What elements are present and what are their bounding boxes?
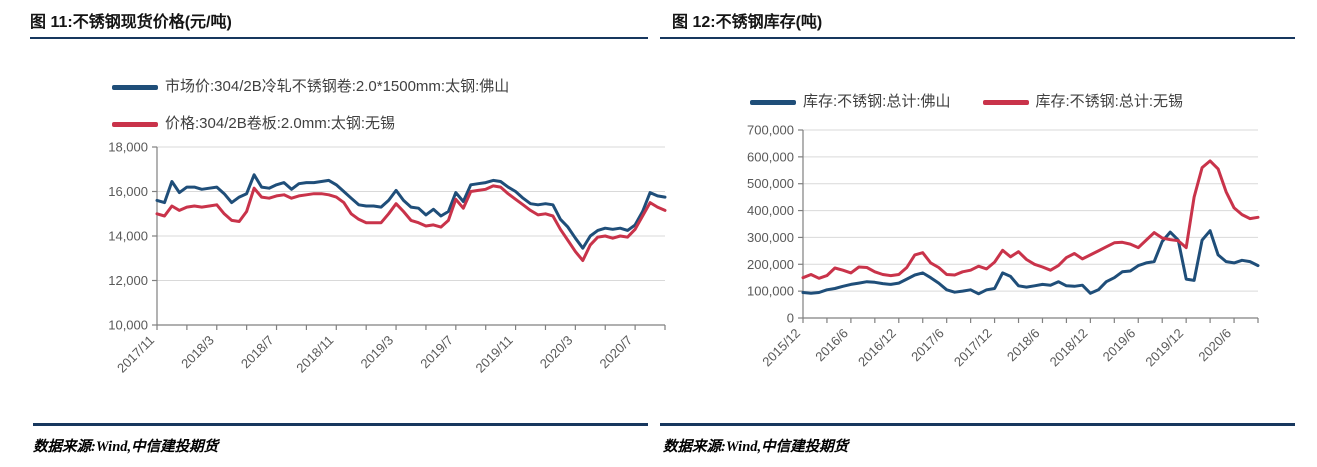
legend-label: 价格:304/2B卷板:2.0mm:太钢:无锡 [165,115,396,132]
figure-11-title: 图 11:不锈钢现货价格(元/吨) [30,14,232,31]
figure-12-title: 图 12:不锈钢库存(吨) [672,14,823,31]
x-tick-label: 2018/12 [1047,326,1091,370]
legend-line-swatch-icon [750,99,796,105]
figure-11-source-rule [33,423,648,426]
figure-11-source: 数据来源:Wind,中信建投期货 [33,439,219,455]
legend-label: 库存:不锈钢:总计:无锡 [1035,93,1184,110]
legend-label: 市场价:304/2B冷轧不锈钢卷:2.0*1500mm:太钢:佛山 [165,78,510,95]
x-tick-label: 2016/6 [812,326,851,365]
y-tick-label: 0 [787,311,794,326]
x-tick-label: 2020/7 [597,333,636,372]
y-tick-label: 100,000 [747,284,794,299]
legend-item: 价格:304/2B卷板:2.0mm:太钢:无锡 [112,116,509,132]
y-tick-label: 700,000 [747,123,794,138]
series-line-0 [801,229,1260,296]
y-tick-label: 500,000 [747,176,794,191]
figure-11-chart: 10,000 12,000 14,000 16,000 18,000 2017/11 201… [108,140,667,376]
legend-item: 库存:不锈钢:总计:佛山 [750,94,951,110]
figure-12-legend: 库存:不锈钢:总计:佛山 库存:不锈钢:总计:无锡 [750,94,1183,110]
series-line-1 [801,159,1260,280]
x-tick-label: 2019/3 [357,333,396,372]
x-tick-label: 2017/11 [114,333,157,376]
figure-11-title-rule [30,37,648,39]
y-tick-label: 16,000 [108,184,148,199]
figure-11-legend: 市场价:304/2B冷轧不锈钢卷:2.0*1500mm:太钢:佛山 价格:304/… [112,79,509,132]
figure-12-source: 数据来源:Wind,中信建投期货 [663,439,849,455]
y-tick-label: 300,000 [747,230,794,245]
x-tick-label: 2018/11 [293,333,336,376]
y-tick-label: 600,000 [747,149,794,164]
y-tick-label: 200,000 [747,257,794,272]
legend-item: 库存:不锈钢:总计:无锡 [982,93,1184,110]
y-tick-label: 12,000 [108,273,148,288]
series-line-1 [155,184,667,262]
x-tick-label: 2019/7 [417,333,456,372]
x-tick-label: 2019/6 [1100,326,1139,365]
figure-12-chart: 0 100,000 200,000 300,000 400,000 500,000 600,… [747,123,1260,370]
legend-label: 库存:不锈钢:总计:佛山 [803,93,951,110]
x-tick-label: 2019/11 [473,333,516,376]
y-tick-label: 18,000 [108,140,148,155]
x-tick-label: 2018/7 [238,333,277,372]
figure-12-source-rule [660,423,1295,426]
x-tick-label: 2017/12 [951,326,995,370]
x-tick-label: 2018/3 [178,333,217,372]
x-tick-label: 2016/12 [855,326,899,370]
figure-12-title-rule [660,37,1295,39]
x-tick-label: 2017/6 [908,326,947,365]
x-tick-label: 2020/6 [1195,326,1234,365]
y-tick-label: 400,000 [747,203,794,218]
x-tick-label: 2015/12 [759,326,803,370]
y-tick-label: 14,000 [108,229,148,244]
series-line-0 [155,173,667,250]
legend-line-swatch-icon [112,121,158,127]
legend-item: 市场价:304/2B冷轧不锈钢卷:2.0*1500mm:太钢:佛山 [112,79,509,95]
legend-line-swatch-icon [982,99,1029,105]
x-tick-label: 2020/3 [537,333,576,372]
x-tick-label: 2018/6 [1004,326,1043,365]
y-tick-label: 10,000 [108,318,148,333]
legend-line-swatch-icon [112,84,158,90]
x-tick-label: 2019/12 [1142,326,1186,370]
